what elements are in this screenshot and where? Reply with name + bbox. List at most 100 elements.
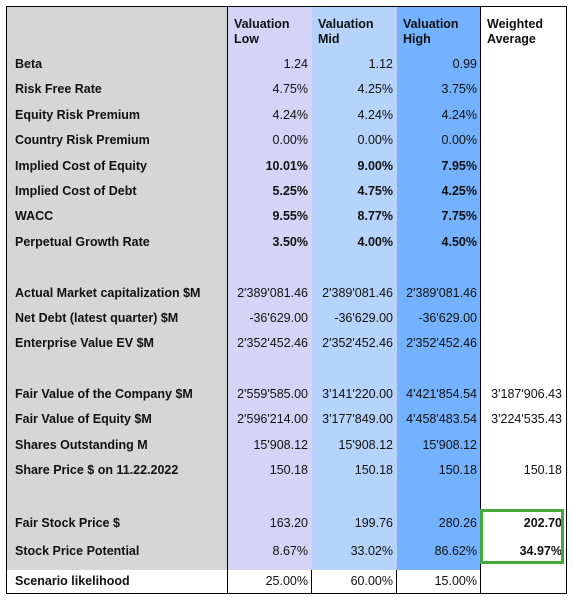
- value-low: 4.24%: [272, 108, 308, 122]
- table-row: Fair Value of Equity $M 2'596'214.00 3'177…: [7, 409, 566, 429]
- value-low: 4.75%: [272, 82, 308, 96]
- value-mid: 4.75%: [357, 184, 393, 198]
- mid-column-bg: [312, 7, 397, 570]
- value-mid: 1.12: [368, 57, 393, 71]
- value-low: 8.67%: [272, 544, 308, 558]
- table-row: Beta 1.24 1.12 0.99: [7, 54, 566, 74]
- value-high: 86.62%: [434, 544, 477, 558]
- value-mid: 0.00%: [357, 133, 393, 147]
- value-high: -36'629.00: [418, 311, 477, 325]
- row-label: Fair Value of the Company $M: [15, 387, 193, 401]
- value-mid: 4.25%: [357, 82, 393, 96]
- likelihood-high: 15.00%: [434, 574, 477, 588]
- value-mid: 4.24%: [357, 108, 393, 122]
- value-low: 9.55%: [272, 209, 308, 223]
- column-divider: [227, 570, 228, 593]
- value-high: 4.24%: [441, 108, 477, 122]
- column-divider: [311, 570, 312, 593]
- table-row: Country Risk Premium 0.00% 0.00% 0.00%: [7, 130, 566, 150]
- value-low: 2'596'214.00: [237, 412, 308, 426]
- value-mid: 4.00%: [357, 235, 393, 249]
- value-high: 2'352'452.46: [406, 336, 477, 350]
- value-mid: 9.00%: [357, 159, 393, 173]
- table-row: Implied Cost of Debt 5.25% 4.75% 4.25%: [7, 181, 566, 201]
- value-mid: 3'141'220.00: [322, 387, 393, 401]
- likelihood-mid: 60.00%: [350, 574, 393, 588]
- scenario-likelihood-row: Scenario likelihood 25.00% 60.00% 15.00%: [7, 570, 566, 593]
- value-mid: 15'908.12: [338, 438, 393, 452]
- table-row: Implied Cost of Equity 10.01% 9.00% 7.95%: [7, 156, 566, 176]
- table-row: Fair Stock Price $ 163.20 199.76 280.26 202.…: [7, 513, 566, 533]
- value-high: 4.25%: [441, 184, 477, 198]
- value-weighted-average: 150.18: [523, 463, 562, 477]
- value-low: 3.50%: [272, 235, 308, 249]
- table-row: Perpetual Growth Rate 3.50% 4.00% 4.50%: [7, 232, 566, 252]
- value-low: 2'559'585.00: [237, 387, 308, 401]
- value-mid: 2'352'452.46: [322, 336, 393, 350]
- value-low: 163.20: [269, 516, 308, 530]
- row-label: Share Price $ on 11.22.2022: [15, 463, 179, 477]
- value-weighted-average: 3'187'906.43: [491, 387, 562, 401]
- value-mid: 33.02%: [350, 544, 393, 558]
- row-label: Net Debt (latest quarter) $M: [15, 311, 179, 325]
- valuation-table: Valuation Low Valuation Mid Valuation High …: [6, 6, 567, 594]
- value-low: 1.24: [283, 57, 308, 71]
- value-high: 7.95%: [441, 159, 477, 173]
- value-high: 4'458'483.54: [406, 412, 477, 426]
- row-label: Implied Cost of Equity: [15, 159, 147, 173]
- table-row: Share Price $ on 11.22.2022 150.18 150.18 1…: [7, 460, 566, 480]
- row-label: Enterprise Value EV $M: [15, 336, 154, 350]
- row-label: Shares Outstanding M: [15, 438, 148, 452]
- table-row: Fair Value of the Company $M 2'559'585.00…: [7, 384, 566, 404]
- value-weighted-average: 34.97%: [519, 544, 562, 558]
- low-column-bg: [228, 7, 312, 570]
- value-mid: 3'177'849.00: [322, 412, 393, 426]
- value-high: 2'389'081.46: [406, 286, 477, 300]
- row-label: Perpetual Growth Rate: [15, 235, 150, 249]
- table-row: Net Debt (latest quarter) $M -36'629.00 -3…: [7, 308, 566, 328]
- high-column-bg: [397, 7, 481, 570]
- row-label: Fair Stock Price $: [15, 516, 120, 530]
- value-high: 15'908.12: [422, 438, 477, 452]
- table-row: Shares Outstanding M 15'908.12 15'908.12 15…: [7, 435, 566, 455]
- value-low: -36'629.00: [249, 311, 308, 325]
- row-label: Implied Cost of Debt: [15, 184, 137, 198]
- header-weighted-average: Weighted Average: [487, 17, 544, 46]
- value-mid: 199.76: [354, 516, 393, 530]
- row-label: Fair Value of Equity $M: [15, 412, 152, 426]
- value-low: 15'908.12: [253, 438, 308, 452]
- header-valuation-high: Valuation High: [403, 17, 459, 46]
- value-low: 2'389'081.46: [237, 286, 308, 300]
- table-row: Enterprise Value EV $M 2'352'452.46 2'352'…: [7, 333, 566, 353]
- value-low: 2'352'452.46: [237, 336, 308, 350]
- header-valuation-mid: Valuation Mid: [318, 17, 374, 46]
- likelihood-low: 25.00%: [265, 574, 308, 588]
- row-label: Beta: [15, 57, 43, 71]
- value-high: 280.26: [438, 516, 477, 530]
- value-high: 3.75%: [441, 82, 477, 96]
- value-high: 4'421'854.54: [406, 387, 477, 401]
- label-column-bg: [7, 7, 228, 570]
- header-valuation-low: Valuation Low: [234, 17, 290, 46]
- value-low: 0.00%: [272, 133, 308, 147]
- row-label: Stock Price Potential: [15, 544, 140, 558]
- table-row: Actual Market capitalization $M 2'389'081…: [7, 283, 566, 303]
- table-row: Risk Free Rate 4.75% 4.25% 3.75%: [7, 79, 566, 99]
- value-mid: 8.77%: [357, 209, 393, 223]
- value-mid: 150.18: [354, 463, 393, 477]
- row-label: Actual Market capitalization $M: [15, 286, 201, 300]
- value-mid: -36'629.00: [334, 311, 393, 325]
- column-divider: [227, 7, 228, 570]
- value-high: 0.99: [452, 57, 477, 71]
- row-label: Equity Risk Premium: [15, 108, 141, 122]
- value-high: 4.50%: [441, 235, 477, 249]
- column-divider: [480, 7, 481, 593]
- row-label: Scenario likelihood: [15, 574, 130, 588]
- value-high: 0.00%: [441, 133, 477, 147]
- value-low: 150.18: [269, 463, 308, 477]
- value-mid: 2'389'081.46: [322, 286, 393, 300]
- value-weighted-average: 202.70: [523, 516, 562, 530]
- wavg-column-bg: [481, 7, 566, 570]
- row-label: Country Risk Premium: [15, 133, 150, 147]
- column-divider: [396, 570, 397, 593]
